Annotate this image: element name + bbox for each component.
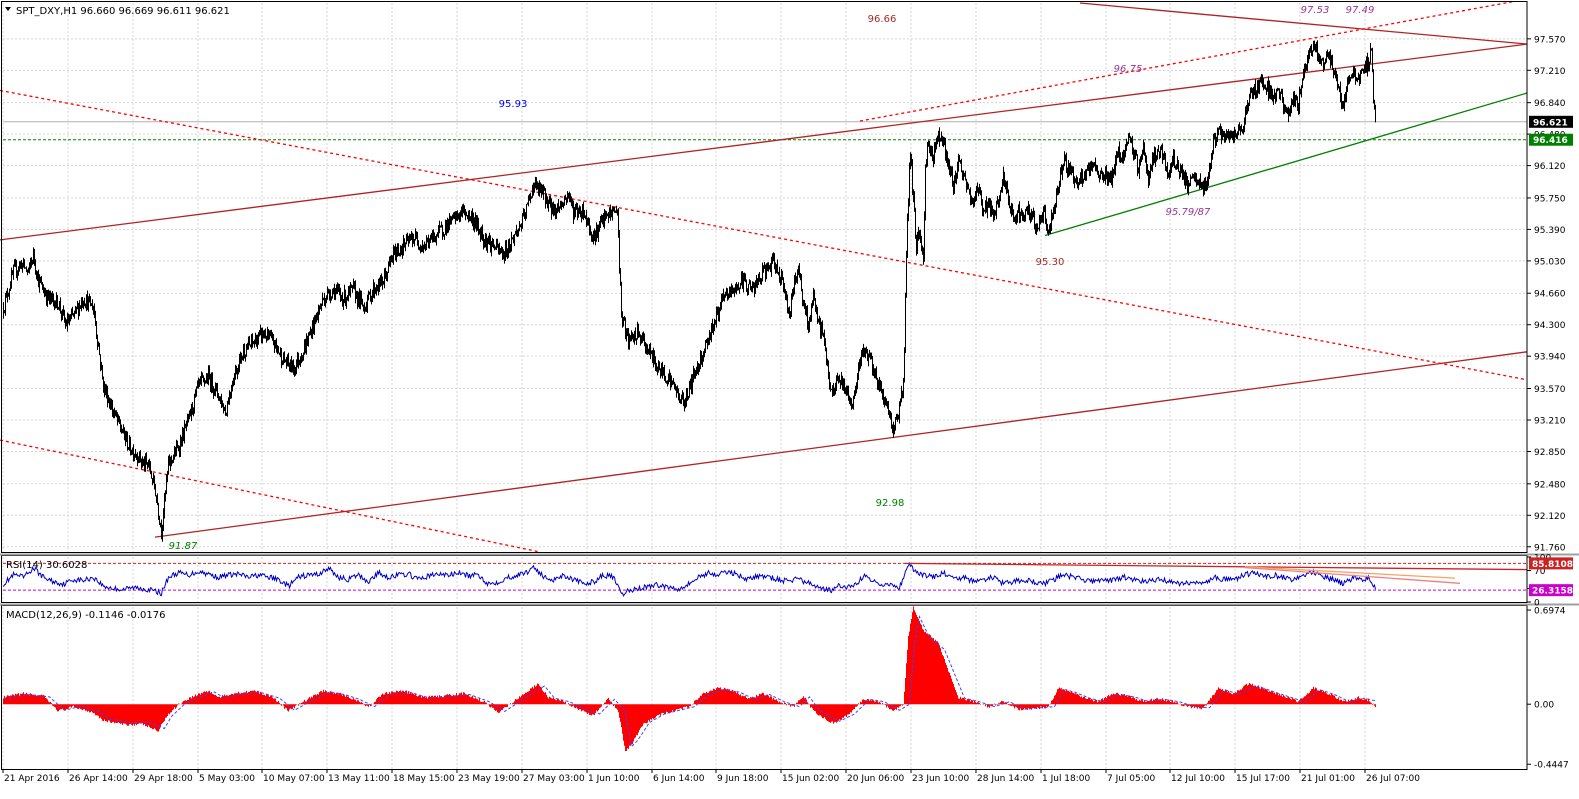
price-annotation: 95.30 [1036, 257, 1065, 268]
price-annotation: 95.79/87 [1166, 207, 1211, 218]
macd-tick-label: 0.00 [1534, 701, 1554, 711]
price-tick-label: 93.570 [1534, 385, 1566, 395]
time-tick-label: 10 May 07:00 [263, 774, 325, 784]
rsi-tick-label: 70 [1534, 567, 1546, 577]
price-tick-label: 96.840 [1534, 99, 1566, 109]
rsi-line [3, 561, 1376, 598]
time-tick-label: 29 Apr 18:00 [134, 774, 193, 784]
price-tick-label: 97.570 [1534, 35, 1566, 45]
price-tick-label: 92.480 [1534, 480, 1566, 490]
rsi-title: RSI(14) 30.6028 [6, 560, 87, 571]
time-tick-label: 15 Jun 02:00 [782, 774, 839, 784]
price-tick-label: 92.120 [1534, 512, 1566, 522]
trend-line[interactable] [0, 43, 1528, 241]
macd-tick-label: -0.4447 [1534, 761, 1569, 771]
price-bars [3, 40, 1376, 542]
rsi-trend-line[interactable] [1244, 566, 1461, 584]
price-tick-label: 94.660 [1534, 290, 1566, 300]
time-tick-label: 21 Apr 2016 [4, 774, 60, 784]
panel-frames [0, 1, 1579, 770]
price-tick-label: 94.300 [1534, 321, 1566, 331]
trend-line[interactable] [154, 351, 1528, 538]
trend-line[interactable] [0, 439, 541, 553]
price-annotation: 97.53 [1301, 5, 1330, 16]
trend-line[interactable] [0, 89, 1528, 381]
time-tick-label: 5 May 03:00 [199, 774, 255, 784]
price-marker-label: 96.416 [1533, 136, 1568, 146]
macd-title: MACD(12,26,9) -0.1146 -0.0176 [6, 610, 166, 621]
grid [2, 3, 1527, 769]
price-tick-label: 95.030 [1534, 257, 1566, 267]
time-tick-label: 23 Jun 10:00 [912, 774, 969, 784]
rsi-level-box [1529, 557, 1573, 570]
time-tick-label: 7 Jul 05:00 [1107, 774, 1156, 784]
rsi-trend-line[interactable] [904, 562, 1528, 571]
price-annotation: 91.87 [169, 541, 198, 552]
price-tick-label: 96.120 [1534, 162, 1566, 172]
price-tick-label: 93.940 [1534, 353, 1566, 363]
time-tick-label: 1 Jul 18:00 [1042, 774, 1091, 784]
price-tick-label: 97.210 [1534, 67, 1566, 77]
price-tick-label: 95.750 [1534, 194, 1566, 204]
time-tick-label: 21 Jul 01:00 [1301, 774, 1355, 784]
time-tick-label: 1 Jun 10:00 [588, 774, 640, 784]
price-annotation: 96.75 [1114, 64, 1143, 75]
rsi-level-label: 85.8108 [1532, 560, 1573, 570]
price-marker-label: 96.621 [1533, 118, 1568, 128]
time-tick-label: 9 Jun 18:00 [717, 774, 769, 784]
time-tick-label: 15 Jul 17:00 [1236, 774, 1290, 784]
macd-tick-label: 0.6974 [1534, 607, 1566, 617]
price-marker-box [1529, 133, 1573, 146]
rsi-level-label: 26.3158 [1532, 587, 1573, 597]
price-annotation: 92.98 [876, 498, 905, 509]
rsi-trend-line[interactable] [1244, 566, 1456, 579]
price-tick-label: 95.390 [1534, 226, 1566, 236]
price-annotation: 96.66 [868, 14, 897, 25]
chart-content: 96.66 95.93 96.75 97.53 97.49 95.79/87 95.30 92… [0, 0, 1528, 751]
price-tick-label: 92.850 [1534, 448, 1566, 458]
time-tick-label: 18 May 15:00 [393, 774, 455, 784]
time-tick-label: 6 Jun 14:00 [653, 774, 705, 784]
rsi-level-box [1529, 584, 1573, 597]
time-tick-label: 13 May 11:00 [328, 774, 390, 784]
price-annotation: 97.49 [1346, 5, 1375, 16]
time-tick-label: 26 Jul 07:00 [1366, 774, 1420, 784]
trend-line[interactable] [859, 0, 1516, 122]
dropdown-triangle-icon[interactable] [5, 7, 11, 11]
macd-histogram [3, 606, 1376, 751]
price-tick-label: 93.210 [1534, 416, 1566, 426]
axis-labels: 97.57097.21096.84096.48096.12095.75095.3… [2, 7, 1573, 784]
price-title: SPT_DXY,H1 96.660 96.669 96.611 96.621 [16, 6, 230, 17]
macd-signal-line [3, 615, 1376, 748]
trend-line[interactable] [1079, 2, 1528, 45]
price-marker-box [1529, 115, 1573, 128]
time-tick-label: 27 May 03:00 [523, 774, 585, 784]
time-tick-label: 20 Jun 06:00 [847, 774, 904, 784]
time-tick-label: 28 Jun 14:00 [977, 774, 1034, 784]
trend-line[interactable] [1044, 92, 1528, 237]
time-tick-label: 23 May 19:00 [458, 774, 520, 784]
price-panel-frame [1, 1, 1528, 553]
price-tick-label: 91.760 [1534, 543, 1566, 553]
price-annotation: 95.93 [499, 99, 528, 110]
time-tick-label: 12 Jul 10:00 [1171, 774, 1225, 784]
rsi-tick-label: 0 [1534, 599, 1540, 609]
time-tick-label: 26 Apr 14:00 [69, 774, 128, 784]
